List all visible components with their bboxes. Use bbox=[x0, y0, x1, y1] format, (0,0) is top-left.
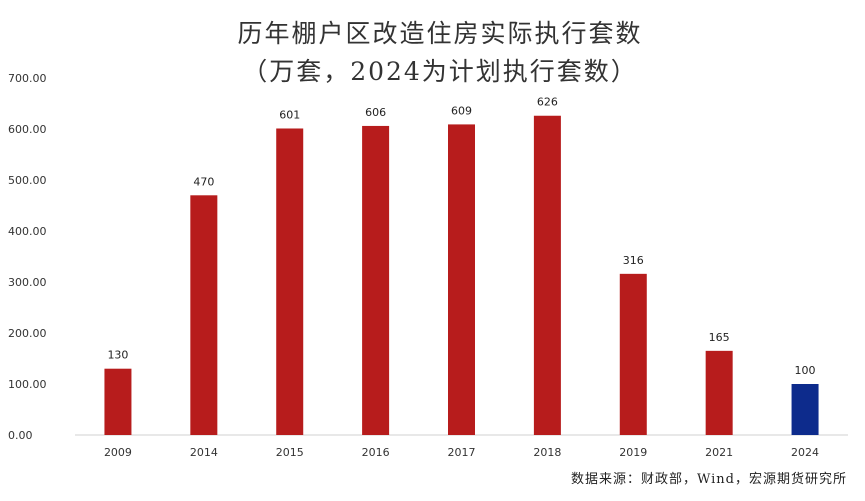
chart-title: 历年棚户区改造住房实际执行套数 bbox=[237, 19, 643, 48]
x-tick-label: 2024 bbox=[791, 446, 819, 459]
y-tick-label: 600.00 bbox=[8, 123, 47, 136]
chart-subtitle: （万套，2024为计划执行套数） bbox=[242, 57, 638, 86]
x-tick-label: 2014 bbox=[190, 446, 218, 459]
y-tick-label: 300.00 bbox=[8, 276, 47, 289]
data-label: 606 bbox=[365, 106, 386, 119]
data-label: 470 bbox=[193, 175, 214, 188]
y-tick-label: 100.00 bbox=[8, 378, 47, 391]
x-tick-label: 2016 bbox=[362, 446, 390, 459]
data-label: 130 bbox=[107, 349, 128, 362]
x-tick-label: 2018 bbox=[533, 446, 561, 459]
y-tick-label: 400.00 bbox=[8, 225, 47, 238]
x-tick-label: 2015 bbox=[276, 446, 304, 459]
bar bbox=[791, 384, 819, 435]
bar bbox=[190, 195, 218, 435]
data-label: 609 bbox=[451, 104, 472, 117]
data-label: 626 bbox=[537, 96, 558, 109]
bar bbox=[362, 125, 390, 435]
x-tick-label: 2017 bbox=[448, 446, 476, 459]
bar bbox=[276, 128, 304, 436]
y-tick-label: 500.00 bbox=[8, 174, 47, 187]
y-tick-label: 700.00 bbox=[8, 72, 47, 85]
bar bbox=[533, 115, 561, 436]
y-tick-label: 0.00 bbox=[8, 429, 33, 442]
data-label: 316 bbox=[623, 254, 644, 267]
data-label: 165 bbox=[709, 331, 730, 344]
bar bbox=[705, 350, 733, 435]
x-tick-label: 2009 bbox=[104, 446, 132, 459]
data-label: 601 bbox=[279, 108, 300, 121]
bar bbox=[104, 368, 132, 435]
x-tick-label: 2021 bbox=[705, 446, 733, 459]
bar bbox=[448, 124, 475, 435]
y-tick-label: 200.00 bbox=[8, 327, 47, 340]
bar bbox=[619, 273, 647, 435]
data-label: 100 bbox=[795, 364, 816, 377]
x-tick-label: 2019 bbox=[619, 446, 647, 459]
data-source-note: 数据来源：财政部，Wind，宏源期货研究所 bbox=[571, 472, 847, 487]
